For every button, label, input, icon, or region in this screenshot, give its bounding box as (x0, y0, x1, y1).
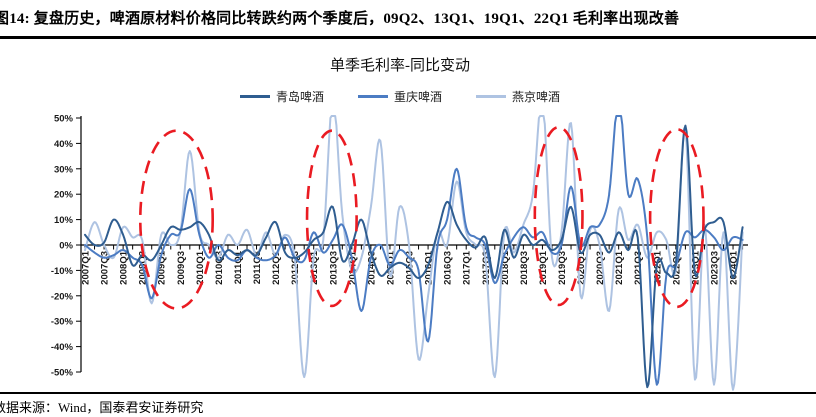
x-tick-label: 2007Q3 (100, 251, 111, 285)
y-tick-label: -10% (51, 266, 74, 277)
x-tick-label: 2009Q1 (157, 250, 168, 285)
x-tick-label: 2021Q1 (614, 250, 625, 285)
y-tick-label: -50% (51, 368, 74, 379)
legend-label: 青岛啤酒 (275, 90, 324, 104)
x-tick-label: 2018Q3 (519, 251, 530, 285)
highlight-ellipse (648, 127, 705, 309)
x-tick-label: 2010Q1 (195, 250, 206, 285)
legend-label: 燕京啤酒 (512, 90, 561, 104)
legend-label: 重庆啤酒 (393, 90, 442, 104)
x-tick-label: 2021Q3 (633, 251, 644, 285)
y-tick-label: 30% (54, 164, 74, 175)
x-tick-label: 2013Q3 (328, 251, 339, 285)
legend: 青岛啤酒 重庆啤酒 燕京啤酒 (0, 88, 800, 105)
x-tick-label: 2011Q3 (252, 251, 263, 284)
x-tick-label: 2023Q3 (709, 251, 720, 285)
source-rule (0, 392, 816, 394)
legend-item: 重庆啤酒 (357, 88, 442, 105)
x-tick-label: 2016Q3 (443, 251, 454, 285)
y-tick-label: 50% (54, 114, 74, 125)
legend-swatch (239, 95, 270, 98)
x-tick-label: 2019Q1 (538, 250, 549, 285)
x-tick-label: 2008Q1 (119, 250, 130, 285)
legend-swatch (476, 95, 506, 98)
x-tick-label: 2007Q1 (81, 250, 92, 285)
highlight-ellipse (305, 129, 358, 308)
legend-item: 青岛啤酒 (239, 88, 324, 105)
legend-item: 燕京啤酒 (476, 88, 560, 105)
x-tick-label: 2020Q1 (576, 250, 587, 285)
x-tick-label: 2011Q1 (233, 250, 244, 284)
x-tick-label: 2023Q1 (690, 250, 701, 285)
y-tick-label: 40% (54, 139, 74, 150)
x-tick-label: 2009Q3 (176, 251, 187, 285)
y-tick-label: 0% (59, 241, 73, 252)
title-rule (0, 36, 816, 39)
x-tick-label: 2013Q1 (309, 250, 320, 285)
y-tick-label: -40% (51, 342, 74, 353)
x-tick-label: 2017Q1 (462, 250, 473, 285)
series-line-青岛啤酒 (84, 124, 744, 389)
y-tick-label: -20% (51, 291, 74, 302)
x-tick-label: 2020Q3 (595, 251, 606, 285)
y-tick-label: 20% (54, 190, 74, 201)
series-line-重庆啤酒 (84, 115, 744, 386)
x-tick-label: 2012Q1 (271, 250, 282, 285)
x-tick-label: 2024Q1 (729, 250, 740, 285)
x-tick-label: 2022Q1 (652, 250, 663, 285)
y-tick-label: 10% (54, 215, 74, 226)
highlight-ellipse (533, 125, 584, 307)
legend-swatch (357, 95, 388, 98)
highlight-ellipse (138, 129, 215, 310)
source-text: 数据来源：Wind，国泰君安证券研究 (0, 400, 204, 415)
y-tick-label: -30% (51, 317, 74, 328)
chart-title: 单季毛利率-同比变动 (330, 58, 470, 74)
series-line-燕京啤酒 (84, 115, 744, 391)
x-tick-label: 2016Q1 (424, 250, 435, 285)
x-tick-label: 2018Q1 (500, 250, 511, 285)
x-tick-label: 2014Q3 (366, 251, 377, 285)
report-title: 图14: 复盘历史，啤酒原材料价格同比转跌约两个季度后，09Q2、13Q1、19… (0, 11, 680, 27)
x-tick-label: 2019Q3 (557, 251, 568, 285)
x-tick-label: 2010Q3 (214, 251, 225, 285)
